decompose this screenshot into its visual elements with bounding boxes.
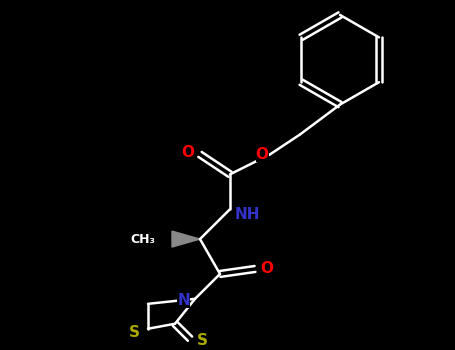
- Text: O: O: [261, 261, 273, 276]
- Text: NH: NH: [235, 207, 261, 222]
- Text: N: N: [177, 293, 190, 308]
- Text: S: S: [128, 325, 140, 340]
- Text: CH₃: CH₃: [130, 233, 155, 246]
- Text: S: S: [197, 333, 207, 348]
- Text: O: O: [256, 147, 268, 162]
- Polygon shape: [172, 231, 200, 247]
- Text: O: O: [182, 145, 194, 160]
